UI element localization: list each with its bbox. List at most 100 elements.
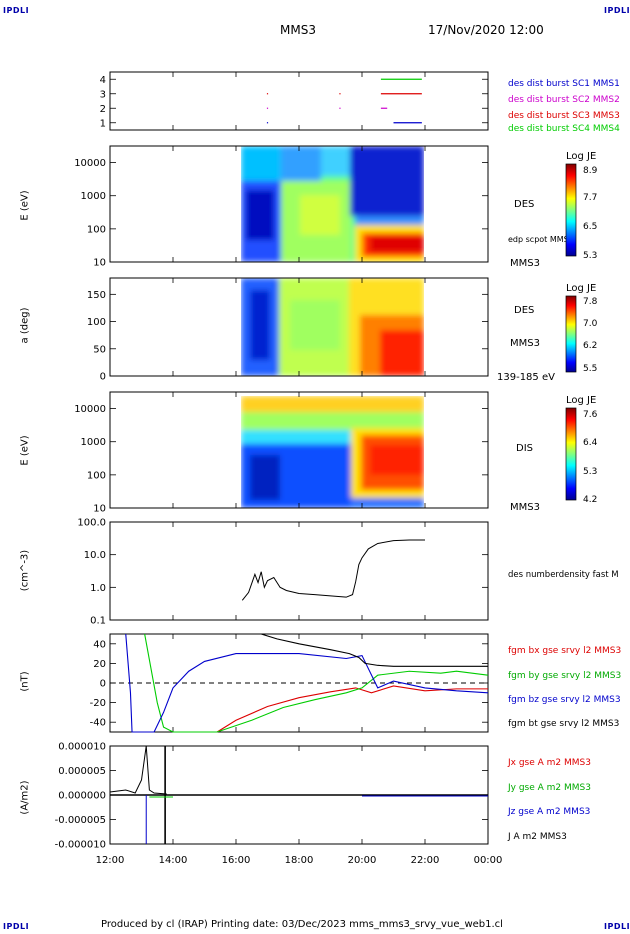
bfield-line xyxy=(144,633,489,733)
cbar1-tick: 7.7 xyxy=(583,193,598,203)
y-tick-label: 100 xyxy=(87,317,106,328)
y-tick-label: 50 xyxy=(93,344,106,355)
cbar2-tick: 5.5 xyxy=(583,364,598,374)
cbar1-title: Log JE xyxy=(566,151,597,162)
legend-burst-sc4: des dist burst SC4 MMS4 xyxy=(508,124,620,134)
bfield-line xyxy=(216,685,488,733)
cbar2-title: Log JE xyxy=(566,283,597,294)
y-tick-label: 20 xyxy=(93,659,106,670)
des-pitch-note: 139-185 eV xyxy=(497,372,555,383)
y-tick-label: 0.000000 xyxy=(58,791,106,802)
cbar3-tick: 7.6 xyxy=(583,410,598,420)
y-tick-label: 0 xyxy=(100,372,106,383)
corner-logo-top-left: IPDLI xyxy=(3,6,30,15)
des-energy-instrument: DES xyxy=(514,199,535,210)
legend-j: J A m2 MMS3 xyxy=(508,832,567,842)
panel-frame xyxy=(109,521,489,621)
dis-energy-spectrogram-image xyxy=(241,396,424,508)
bfield-line xyxy=(261,633,488,667)
y-tick-label: 100.0 xyxy=(77,518,106,529)
legend-burst-sc1: des dist burst SC1 MMS1 xyxy=(508,79,620,89)
burst-dot xyxy=(266,122,269,124)
density-line xyxy=(241,539,425,601)
y-tick-label: -20 xyxy=(90,698,106,709)
dis-energy-spacecraft: MMS3 xyxy=(510,502,540,513)
x-tick-label: 20:00 xyxy=(348,855,377,866)
legend-bz: fgm bz gse srvy l2 MMS3 xyxy=(508,695,621,705)
cbar3-tick: 5.3 xyxy=(583,467,598,477)
y-tick-label: 10 xyxy=(93,258,106,269)
datetime-title: 17/Nov/2020 12:00 xyxy=(428,23,544,37)
des-energy-spectrogram-image xyxy=(241,146,424,262)
y-tick-label: 1000 xyxy=(81,437,106,448)
y-tick-label: 0.000010 xyxy=(58,742,106,753)
colorbar-1 xyxy=(565,163,577,257)
y-tick-label: 2 xyxy=(100,104,106,115)
y-tick-label: 150 xyxy=(87,290,106,301)
footer-credits: Produced by cl (IRAP) Printing date: 03/… xyxy=(101,919,503,930)
bfield-line xyxy=(125,633,489,733)
cbar2-tick: 6.2 xyxy=(583,341,598,351)
legend-density: des numberdensity fast M xyxy=(508,570,619,580)
y-tick-label: 1 xyxy=(100,118,106,129)
cbar3-tick: 6.4 xyxy=(583,438,598,448)
cbar2-tick: 7.8 xyxy=(583,297,598,307)
x-tick-label: 22:00 xyxy=(411,855,440,866)
y-tick-label: 0.1 xyxy=(90,616,106,627)
des-energy-spacecraft: MMS3 xyxy=(510,258,540,269)
colorbar-2 xyxy=(565,295,577,373)
colorbar-3 xyxy=(565,407,577,501)
burst-dot xyxy=(266,93,269,95)
legend-burst-sc3: des dist burst SC3 MMS3 xyxy=(508,111,620,121)
x-tick-label: 14:00 xyxy=(159,855,188,866)
cbar1-tick: 8.9 xyxy=(583,166,598,176)
y-tick-label: 3 xyxy=(100,89,106,100)
cbar1-tick: 5.3 xyxy=(583,251,598,261)
y-tick-label: 0.000005 xyxy=(58,766,106,777)
cbar1-tick: 6.5 xyxy=(583,222,598,232)
y-tick-label: 40 xyxy=(93,639,106,650)
y-tick-label: 4 xyxy=(100,75,106,86)
y-tick-label: -0.000010 xyxy=(55,840,106,851)
y-tick-label: 10000 xyxy=(74,404,106,415)
x-tick-label: 12:00 xyxy=(96,855,125,866)
legend-bt: fgm bt gse srvy l2 MMS3 xyxy=(508,719,620,729)
cbar3-tick: 4.2 xyxy=(583,495,598,505)
dis-energy-instrument: DIS xyxy=(516,443,533,454)
y-tick-label: -40 xyxy=(90,718,106,729)
panel-frame xyxy=(109,71,489,131)
current-j-spike xyxy=(109,745,167,795)
burst-dot xyxy=(339,93,341,95)
legend-jx: Jx gse A m2 MMS3 xyxy=(508,758,591,768)
des-pitch-spacecraft: MMS3 xyxy=(510,338,540,349)
burst-dot xyxy=(339,107,341,109)
legend-burst-sc2: des dist burst SC2 MMS2 xyxy=(508,95,620,105)
x-tick-label: 16:00 xyxy=(222,855,251,866)
y-tick-label: 10.0 xyxy=(84,550,106,561)
x-tick-label: 00:00 xyxy=(474,855,503,866)
spacecraft-title: MMS3 xyxy=(280,23,316,37)
y-tick-label: 10000 xyxy=(74,158,106,169)
legend-bx: fgm bx gse srvy l2 MMS3 xyxy=(508,646,622,656)
des-pitch-spectrogram-image xyxy=(241,278,424,376)
corner-logo-bottom-right: IPDLI xyxy=(604,922,630,931)
des-pitch-instrument: DES xyxy=(514,305,535,316)
y-tick-label: 1000 xyxy=(81,191,106,202)
y-tick-label: 1.0 xyxy=(90,583,106,594)
legend-jz: Jz gse A m2 MMS3 xyxy=(508,807,591,817)
legend-jy: Jy gse A m2 MMS3 xyxy=(508,783,591,793)
x-tick-label: 18:00 xyxy=(285,855,314,866)
corner-logo-top-right: IPDLI xyxy=(604,6,630,15)
corner-logo-bottom-left: IPDLI xyxy=(3,922,30,931)
cbar3-title: Log JE xyxy=(566,395,597,406)
legend-by: fgm by gse srvy l2 MMS3 xyxy=(508,671,622,681)
y-tick-label: 10 xyxy=(93,504,106,515)
y-tick-label: 0 xyxy=(100,679,106,690)
y-tick-label: 100 xyxy=(87,224,106,235)
des-energy-note: edp scpot MMS3 xyxy=(508,235,574,244)
y-tick-label: 100 xyxy=(87,470,106,481)
burst-dot xyxy=(266,107,269,109)
y-tick-label: -0.000005 xyxy=(55,815,106,826)
cbar2-tick: 7.0 xyxy=(583,319,598,329)
